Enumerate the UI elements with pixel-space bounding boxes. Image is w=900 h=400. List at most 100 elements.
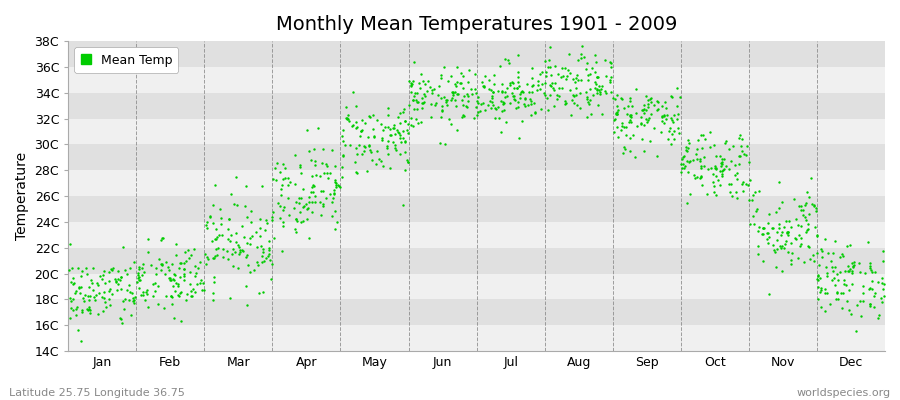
Point (838, 268, 852, 274)
Point (706, 142, 721, 148)
Point (184, 269, 198, 275)
Point (775, 243, 789, 249)
Point (569, 92, 583, 98)
Point (455, 85, 470, 91)
Point (874, 294, 888, 301)
Point (569, 85, 583, 91)
Point (315, 188, 329, 194)
Point (288, 152, 302, 158)
Point (239, 302, 254, 308)
Point (521, 88, 535, 95)
Point (615, 120, 629, 126)
Point (440, 97, 454, 104)
Point (734, 152, 748, 159)
Point (230, 265, 245, 271)
Point (740, 143, 754, 150)
Point (629, 85, 643, 92)
Point (749, 208, 763, 214)
Point (252, 216, 266, 222)
Point (376, 127, 391, 134)
Point (580, 60, 594, 66)
Point (716, 167, 730, 173)
Point (834, 305, 849, 312)
Point (118, 267, 132, 273)
Point (713, 167, 727, 174)
Point (455, 73, 470, 80)
Point (623, 112, 637, 118)
Point (135, 265, 149, 271)
Point (232, 251, 247, 258)
Point (266, 235, 281, 241)
Point (82, 306, 96, 312)
Point (205, 238, 220, 244)
Point (507, 85, 521, 91)
Point (363, 114, 377, 120)
Point (524, 112, 538, 118)
Point (206, 296, 220, 303)
Point (392, 134, 407, 141)
Point (469, 90, 483, 96)
Point (409, 116, 423, 122)
Point (225, 263, 239, 269)
Point (370, 148, 384, 154)
Point (388, 131, 402, 137)
Point (308, 158, 322, 164)
Point (746, 213, 760, 220)
Point (130, 279, 145, 285)
Point (366, 111, 381, 118)
Point (444, 97, 458, 103)
Point (543, 92, 557, 98)
Point (535, 81, 549, 87)
Bar (68, 248, 885, 274)
Point (772, 205, 787, 211)
Point (623, 148, 637, 155)
Point (406, 78, 420, 84)
Point (417, 91, 431, 98)
Point (661, 136, 675, 142)
Point (794, 235, 808, 241)
Point (314, 160, 328, 166)
Point (840, 243, 854, 250)
Point (518, 94, 533, 101)
Point (792, 203, 806, 209)
Point (566, 92, 580, 98)
Point (665, 94, 680, 100)
Point (595, 110, 609, 117)
Point (655, 118, 670, 124)
Point (332, 182, 347, 189)
Point (104, 267, 119, 273)
Point (841, 298, 855, 304)
Point (854, 313, 868, 320)
Point (157, 305, 171, 311)
Point (274, 248, 289, 254)
Point (623, 117, 637, 123)
Point (582, 86, 597, 92)
Point (584, 110, 598, 117)
Point (346, 89, 360, 96)
Point (690, 174, 705, 180)
Point (590, 90, 604, 96)
Point (98, 299, 112, 305)
Point (200, 218, 214, 225)
Point (492, 63, 507, 69)
Point (732, 161, 746, 168)
Point (307, 146, 321, 152)
Point (196, 286, 211, 293)
Point (465, 91, 480, 97)
Point (445, 95, 459, 101)
Point (469, 104, 483, 110)
Point (742, 196, 757, 203)
Point (74, 284, 88, 290)
Point (396, 109, 410, 116)
Point (150, 301, 165, 307)
Point (609, 111, 624, 117)
Point (305, 172, 320, 179)
Point (281, 195, 295, 201)
Point (358, 119, 373, 126)
Point (485, 99, 500, 106)
Point (761, 234, 776, 240)
Point (212, 206, 227, 212)
Point (200, 254, 214, 260)
Point (491, 115, 506, 121)
Point (622, 119, 636, 126)
